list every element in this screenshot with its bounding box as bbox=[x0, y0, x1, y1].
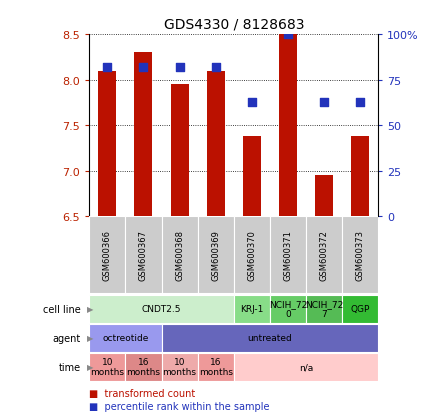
Text: 16
months: 16 months bbox=[198, 357, 233, 376]
Bar bbox=[162, 353, 198, 381]
Bar bbox=[342, 295, 378, 323]
Bar bbox=[234, 353, 378, 381]
Text: KRJ-1: KRJ-1 bbox=[240, 304, 264, 313]
Text: ■  transformed count: ■ transformed count bbox=[89, 388, 196, 398]
Text: GSM600373: GSM600373 bbox=[356, 230, 365, 280]
Bar bbox=[207, 71, 225, 217]
Bar bbox=[134, 53, 153, 217]
Bar bbox=[234, 217, 270, 293]
Text: QGP: QGP bbox=[351, 304, 370, 313]
Text: GSM600371: GSM600371 bbox=[283, 230, 292, 280]
Point bbox=[248, 99, 255, 106]
Point bbox=[284, 32, 291, 38]
Bar bbox=[270, 217, 306, 293]
Bar bbox=[89, 353, 125, 381]
Text: 16
months: 16 months bbox=[127, 357, 160, 376]
Text: 10
months: 10 months bbox=[90, 357, 124, 376]
Bar bbox=[342, 217, 378, 293]
Bar bbox=[198, 217, 234, 293]
Text: time: time bbox=[59, 362, 81, 372]
Bar bbox=[306, 295, 342, 323]
Text: octreotide: octreotide bbox=[102, 333, 149, 342]
Bar bbox=[234, 295, 270, 323]
Text: agent: agent bbox=[53, 333, 81, 343]
Text: ▶: ▶ bbox=[87, 333, 94, 342]
Point bbox=[176, 64, 183, 71]
Text: NCIH_72
7: NCIH_72 7 bbox=[305, 299, 343, 318]
Bar bbox=[162, 217, 198, 293]
Text: n/a: n/a bbox=[299, 362, 313, 371]
Bar bbox=[89, 217, 125, 293]
Text: GSM600369: GSM600369 bbox=[211, 230, 220, 280]
Bar bbox=[306, 217, 342, 293]
Point bbox=[104, 64, 111, 71]
Text: ■  percentile rank within the sample: ■ percentile rank within the sample bbox=[89, 401, 270, 411]
Text: GSM600366: GSM600366 bbox=[103, 230, 112, 280]
Point bbox=[357, 99, 363, 106]
Text: ▶: ▶ bbox=[87, 362, 94, 371]
Title: GDS4330 / 8128683: GDS4330 / 8128683 bbox=[164, 17, 304, 31]
Bar bbox=[125, 217, 162, 293]
Text: 10
months: 10 months bbox=[162, 357, 196, 376]
Bar bbox=[315, 176, 333, 217]
Text: GSM600367: GSM600367 bbox=[139, 230, 148, 280]
Bar bbox=[270, 295, 306, 323]
Bar bbox=[243, 137, 261, 217]
Bar bbox=[98, 71, 116, 217]
Text: NCIH_72
0: NCIH_72 0 bbox=[269, 299, 307, 318]
Bar bbox=[89, 295, 234, 323]
Text: CNDT2.5: CNDT2.5 bbox=[142, 304, 181, 313]
Point bbox=[320, 99, 327, 106]
Text: ▶: ▶ bbox=[87, 304, 94, 313]
Text: GSM600368: GSM600368 bbox=[175, 230, 184, 280]
Text: GSM600370: GSM600370 bbox=[247, 230, 256, 280]
Bar bbox=[279, 35, 297, 217]
Bar bbox=[351, 137, 369, 217]
Text: cell line: cell line bbox=[43, 304, 81, 314]
Bar bbox=[198, 353, 234, 381]
Text: GSM600372: GSM600372 bbox=[320, 230, 329, 280]
Point bbox=[212, 64, 219, 71]
Bar bbox=[162, 324, 378, 352]
Bar bbox=[125, 353, 162, 381]
Bar bbox=[89, 324, 162, 352]
Text: untreated: untreated bbox=[247, 333, 292, 342]
Point bbox=[140, 64, 147, 71]
Bar bbox=[170, 85, 189, 217]
